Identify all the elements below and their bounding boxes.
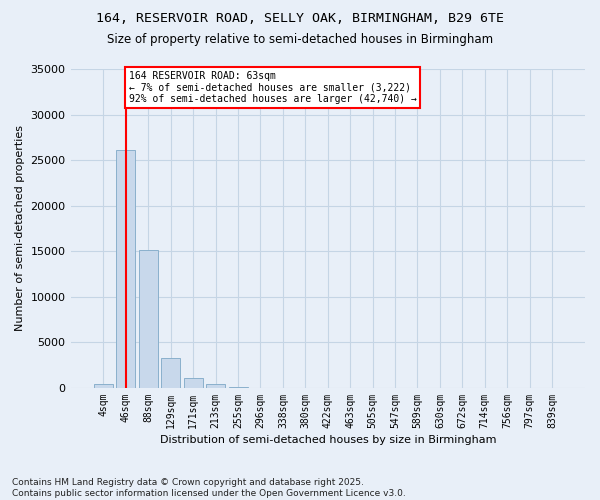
Text: 164 RESERVOIR ROAD: 63sqm
← 7% of semi-detached houses are smaller (3,222)
92% o: 164 RESERVOIR ROAD: 63sqm ← 7% of semi-d… [128, 70, 416, 104]
Bar [229, 386, 248, 388]
X-axis label: Distribution of semi-detached houses by size in Birmingham: Distribution of semi-detached houses by … [160, 435, 496, 445]
Bar [161, 358, 180, 388]
Text: 164, RESERVOIR ROAD, SELLY OAK, BIRMINGHAM, B29 6TE: 164, RESERVOIR ROAD, SELLY OAK, BIRMINGH… [96, 12, 504, 26]
Text: Size of property relative to semi-detached houses in Birmingham: Size of property relative to semi-detach… [107, 32, 493, 46]
Bar [206, 384, 225, 388]
Bar [139, 250, 158, 388]
Text: Contains HM Land Registry data © Crown copyright and database right 2025.
Contai: Contains HM Land Registry data © Crown c… [12, 478, 406, 498]
Bar [94, 384, 113, 388]
Bar [184, 378, 203, 388]
Y-axis label: Number of semi-detached properties: Number of semi-detached properties [15, 126, 25, 332]
Bar [116, 150, 136, 388]
